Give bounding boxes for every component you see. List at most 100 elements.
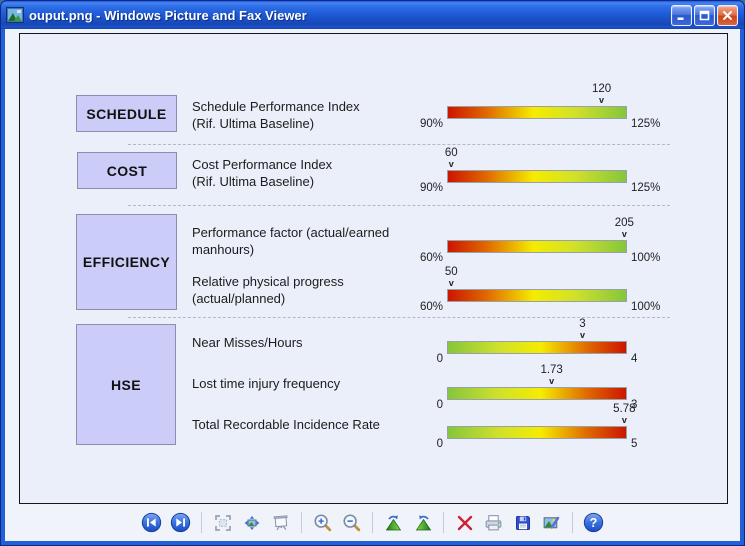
marker-arrow-glyph: v xyxy=(621,415,627,425)
section-separator xyxy=(128,144,670,145)
zoom-out-icon xyxy=(343,514,361,532)
zoom-in-icon xyxy=(314,514,332,532)
kpi-value-marker: 1.73 v xyxy=(540,364,563,386)
kpi-value-label: 60 xyxy=(444,147,458,159)
viewer-toolbar: ? xyxy=(5,504,740,541)
kpi-value-label: 1.73 xyxy=(540,364,563,376)
category-box-hse: HSE xyxy=(76,324,176,445)
kpi-value-label: 120 xyxy=(591,83,612,95)
minimize-button[interactable] xyxy=(671,4,692,26)
minimize-icon xyxy=(677,17,684,20)
category-box-cost: COST xyxy=(77,152,177,189)
edit-picture-button[interactable] xyxy=(539,510,564,535)
kpi-value-marker: 120 v xyxy=(591,83,612,105)
previous-image-icon xyxy=(141,512,162,533)
kpi-gradient-bar xyxy=(447,240,627,253)
section-separator xyxy=(128,205,670,206)
start-slideshow-icon xyxy=(273,514,288,530)
marker-arrow-glyph: v xyxy=(579,330,585,340)
kpi-bar-row: 120 v 90% 125% xyxy=(420,83,660,134)
kpi-gradient-bar xyxy=(447,106,627,119)
marker-arrow-glyph: v xyxy=(599,95,605,105)
toolbar-separator xyxy=(301,512,302,533)
kpi-bar-row: 1.73 v 0 3 xyxy=(437,364,638,415)
category-box-efficiency: EFFICIENCY xyxy=(76,214,177,310)
print-button[interactable] xyxy=(481,510,506,535)
delete-button[interactable] xyxy=(452,510,477,535)
section-separator xyxy=(128,317,670,318)
app-icon xyxy=(6,7,24,23)
kpi-bar-row: 60 v 90% 125% xyxy=(420,147,660,198)
help-button[interactable]: ? xyxy=(581,510,606,535)
marker-arrow-glyph: v xyxy=(621,229,627,239)
viewer-client-area: SCHEDULE COST EFFICIENCY HSE Schedule Perfor… xyxy=(5,29,740,541)
category-box-schedule: SCHEDULE xyxy=(76,95,177,132)
save-icon xyxy=(515,515,530,530)
kpi-value-label: 205 xyxy=(614,217,634,229)
zoom-in-button[interactable] xyxy=(310,510,335,535)
print-icon xyxy=(485,515,502,531)
kpi-range-max: 100% xyxy=(631,252,661,264)
kpi-range-max: 5 xyxy=(631,438,638,450)
best-fit-button[interactable] xyxy=(210,510,235,535)
kpi-label: Cost Performance Index (Rif. Ultima Basel… xyxy=(192,157,333,189)
kpi-range-min: 0 xyxy=(436,353,443,365)
kpi-range-min: 0 xyxy=(436,438,443,450)
zoom-out-button[interactable] xyxy=(339,510,364,535)
kpi-gradient-bar xyxy=(447,170,627,183)
svg-text:?: ? xyxy=(590,516,598,530)
kpi-gradient-bar xyxy=(447,289,627,302)
titlebar[interactable]: ouput.png - Windows Picture and Fax View… xyxy=(1,1,744,29)
kpi-bar-row: 205 v 60% 100% xyxy=(420,217,660,268)
kpi-gradient-bar xyxy=(447,341,627,354)
window-title: ouput.png - Windows Picture and Fax View… xyxy=(29,7,307,23)
kpi-bar-row: 50 v 60% 100% xyxy=(420,266,660,317)
rotate-clockwise-icon xyxy=(385,514,401,530)
kpi-label: Performance factor (actual/earned manhour… xyxy=(192,225,390,257)
viewed-image: SCHEDULE COST EFFICIENCY HSE Schedule Perfor… xyxy=(19,33,728,504)
maximize-button[interactable] xyxy=(694,4,715,26)
kpi-range-max: 100% xyxy=(631,301,661,313)
kpi-range-max: 125% xyxy=(631,182,661,194)
marker-arrow-glyph: v xyxy=(448,278,454,288)
maximize-icon xyxy=(699,10,710,20)
delete-icon xyxy=(457,515,472,530)
close-button[interactable] xyxy=(717,4,738,26)
kpi-range-min: 90% xyxy=(419,118,443,130)
toolbar-separator xyxy=(572,512,573,533)
actual-size-button[interactable] xyxy=(239,510,264,535)
kpi-value-marker: 205 v xyxy=(614,217,634,239)
kpi-value-marker: 50 v xyxy=(444,266,458,288)
rotate-counterclockwise-icon xyxy=(415,514,431,530)
actual-size-icon xyxy=(244,515,259,530)
start-slideshow-button[interactable] xyxy=(268,510,293,535)
kpi-gradient-bar xyxy=(447,426,627,439)
best-fit-icon xyxy=(214,514,231,531)
kpi-label: Near Misses/Hours xyxy=(192,335,303,350)
kpi-range-min: 0 xyxy=(436,399,443,411)
kpi-value-marker: 5.78 v xyxy=(613,403,636,425)
save-button[interactable] xyxy=(510,510,535,535)
kpi-range-max: 4 xyxy=(631,353,638,365)
rotate-clockwise-button[interactable] xyxy=(381,510,406,535)
toolbar-separator xyxy=(443,512,444,533)
kpi-range-min: 60% xyxy=(419,252,443,264)
kpi-range-max: 125% xyxy=(631,118,661,130)
kpi-range-min: 90% xyxy=(419,182,443,194)
help-icon: ? xyxy=(583,512,604,533)
close-icon xyxy=(723,10,732,20)
toolbar-separator xyxy=(201,512,202,533)
kpi-value-label: 5.78 xyxy=(613,403,636,415)
kpi-value-label: 50 xyxy=(444,266,458,278)
next-image-button[interactable] xyxy=(168,510,193,535)
previous-image-button[interactable] xyxy=(139,510,164,535)
next-image-icon xyxy=(170,512,191,533)
kpi-range-min: 60% xyxy=(419,301,443,313)
rotate-counterclockwise-button[interactable] xyxy=(410,510,435,535)
kpi-label: Schedule Performance Index (Rif. Ultima B… xyxy=(192,99,360,131)
toolbar-separator xyxy=(372,512,373,533)
marker-arrow-glyph: v xyxy=(448,159,454,169)
